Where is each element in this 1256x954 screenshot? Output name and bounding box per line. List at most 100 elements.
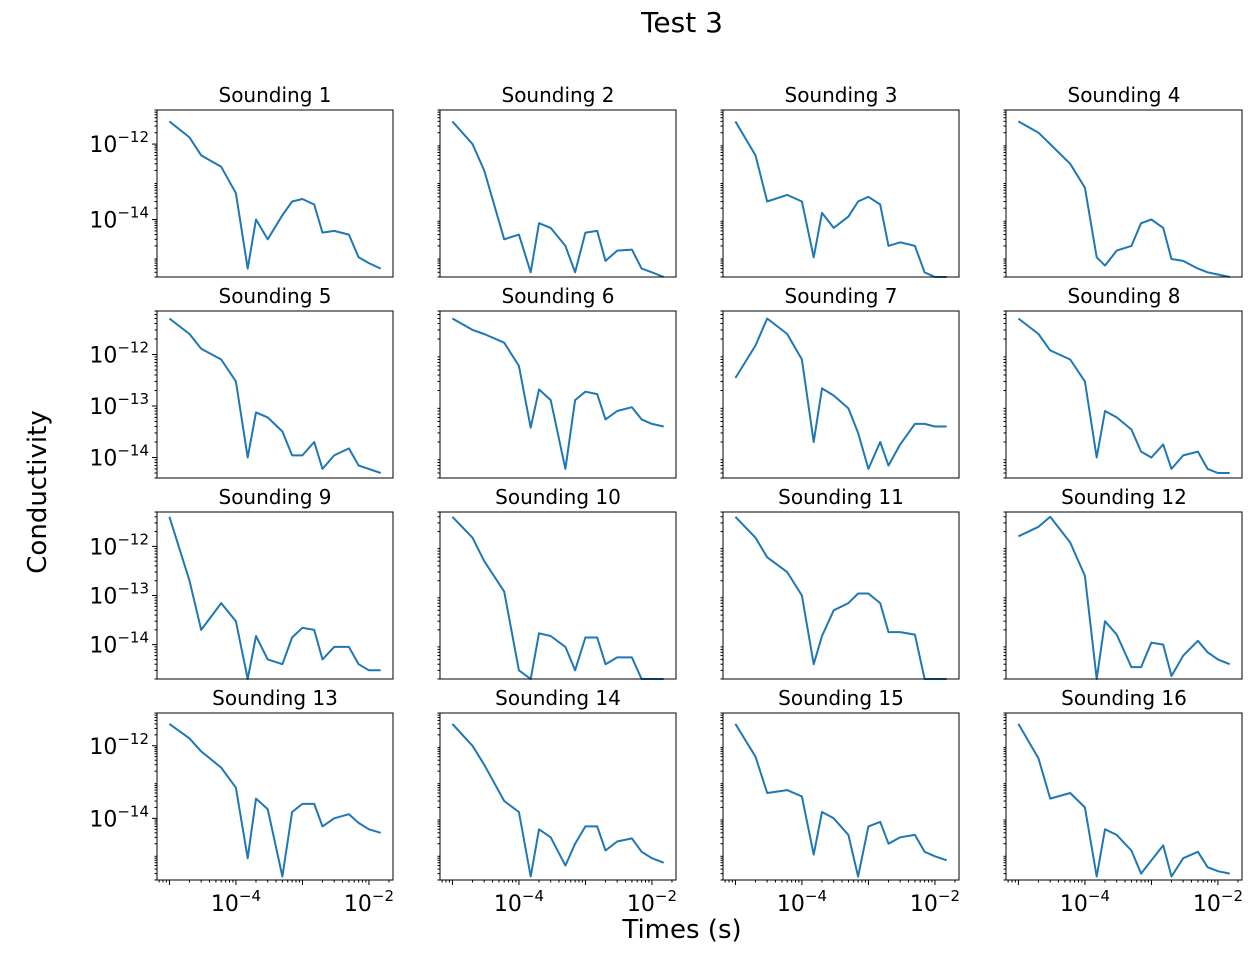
conductivity-line (1017, 317, 1230, 474)
figure-title: Test 3 (640, 6, 723, 39)
subplot-6: Sounding 6 (437, 284, 677, 479)
y-tick-label-base: 10 (89, 133, 117, 158)
conductivity-line (168, 723, 381, 878)
y-tick-label-base: 10 (89, 807, 117, 832)
conductivity-line (734, 516, 947, 680)
x-tick-label-base: 10 (777, 892, 805, 917)
y-tick-label-base: 10 (89, 735, 117, 760)
subplot-frame (722, 109, 960, 278)
subplot-frame (439, 109, 677, 278)
y-tick-label: 10−12 (89, 530, 149, 560)
y-tick-label: 10−12 (89, 730, 149, 760)
y-tick-label: 10−14 (89, 442, 149, 472)
y-tick-label-exponent: −14 (117, 204, 149, 222)
y-tick-label-exponent: −14 (117, 802, 149, 820)
conductivity-line (1017, 723, 1230, 878)
x-tick-label-exponent: −4 (522, 887, 544, 905)
subplot-2: Sounding 2 (437, 83, 677, 278)
subplot-3: Sounding 3 (720, 83, 960, 278)
subplot-7: Sounding 7 (720, 284, 960, 479)
x-tick-label-exponent: −2 (372, 887, 394, 905)
subplot-title: Sounding 4 (1068, 83, 1181, 107)
x-tick-label: 10−4 (494, 887, 544, 917)
y-tick-label-exponent: −14 (117, 629, 149, 647)
subplot-frame (439, 511, 677, 680)
y-tick-label-base: 10 (89, 447, 117, 472)
subplot-title: Sounding 9 (219, 485, 332, 509)
subplot-title: Sounding 16 (1061, 686, 1187, 710)
subplot-title: Sounding 13 (212, 686, 338, 710)
y-tick-label: 10−13 (89, 580, 149, 610)
y-tick-label: 10−14 (89, 802, 149, 832)
conductivity-line (734, 723, 948, 878)
subplot-frame (156, 109, 394, 278)
x-tick-label-exponent: −2 (938, 887, 960, 905)
x-tick-label-base: 10 (344, 892, 372, 917)
x-tick-label: 10−2 (627, 887, 677, 917)
conductivity-line (168, 120, 382, 270)
subplot-title: Sounding 8 (1068, 284, 1181, 308)
subplot-11: Sounding 11 (720, 485, 960, 680)
x-tick-label-base: 10 (910, 892, 938, 917)
y-tick-label-base: 10 (89, 535, 117, 560)
y-tick-label: 10−12 (89, 339, 149, 369)
y-tick-label-exponent: −13 (117, 580, 149, 598)
x-tick-label-exponent: −2 (655, 887, 677, 905)
subplot-frame (156, 712, 394, 881)
subplot-frame (722, 712, 960, 881)
subplot-frame (439, 310, 677, 479)
subplot-frame (722, 511, 960, 680)
y-tick-label-exponent: −12 (117, 128, 149, 146)
subplot-frame (1005, 511, 1243, 680)
subplot-title: Sounding 7 (785, 284, 898, 308)
x-axis-label: Times (s) (621, 915, 741, 945)
y-tick-label: 10−13 (89, 390, 149, 420)
y-tick-label-base: 10 (89, 585, 117, 610)
y-tick-label-base: 10 (89, 634, 117, 659)
y-tick-label-base: 10 (89, 209, 117, 234)
x-tick-label-exponent: −4 (1088, 887, 1110, 905)
conductivity-line (734, 120, 947, 278)
subplot-title: Sounding 3 (785, 83, 898, 107)
y-axis-label: Conductivity (23, 410, 53, 573)
x-tick-label: 10−2 (344, 887, 394, 917)
y-tick-label-base: 10 (89, 395, 117, 420)
subplot-10: Sounding 10 (437, 485, 677, 680)
subplot-frame (439, 712, 677, 881)
conductivity-line (168, 516, 381, 680)
conductivity-line (451, 317, 664, 470)
y-tick-label-exponent: −12 (117, 339, 149, 357)
y-tick-label-exponent: −12 (117, 730, 149, 748)
x-tick-label: 10−2 (910, 887, 960, 917)
subplot-title: Sounding 14 (495, 686, 621, 710)
subplot-frame (156, 511, 394, 680)
y-tick-label-exponent: −12 (117, 530, 149, 548)
subplot-title: Sounding 1 (219, 83, 332, 107)
subplot-12: Sounding 12 (1003, 485, 1243, 680)
subplot-14: Sounding 14 10−4 10−2 (437, 686, 677, 917)
conductivity-line (451, 516, 664, 680)
y-tick-label: 10−14 (89, 629, 149, 659)
subplot-frame (722, 310, 960, 479)
conductivity-line (168, 317, 382, 474)
conductivity-line (451, 723, 665, 878)
subplot-frame (1005, 712, 1243, 881)
subplot-4: Sounding 4 (1003, 83, 1243, 278)
x-tick-label-exponent: −2 (1221, 887, 1243, 905)
subplot-title: Sounding 2 (502, 83, 615, 107)
subplot-title: Sounding 5 (219, 284, 332, 308)
x-tick-label-exponent: −4 (239, 887, 261, 905)
x-tick-label: 10−4 (211, 887, 261, 917)
subplot-title: Sounding 6 (502, 284, 615, 308)
x-tick-label-exponent: −4 (805, 887, 827, 905)
y-tick-label-exponent: −14 (117, 442, 149, 460)
x-tick-label-base: 10 (1193, 892, 1221, 917)
x-tick-label: 10−2 (1193, 887, 1243, 917)
conductivity-line (451, 120, 665, 278)
conductivity-line (1017, 120, 1230, 278)
x-tick-label-base: 10 (1060, 892, 1088, 917)
